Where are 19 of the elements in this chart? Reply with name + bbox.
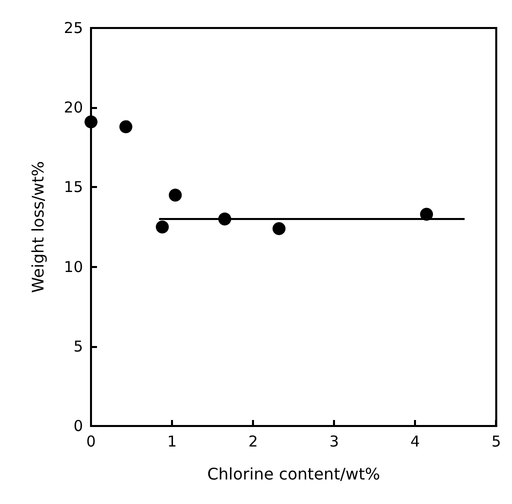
x-tick-label: 5 bbox=[491, 432, 501, 450]
point bbox=[119, 120, 132, 134]
x-tick-label: 3 bbox=[329, 432, 339, 450]
x-tick-label: 4 bbox=[410, 432, 420, 450]
y-tick-label: 20 bbox=[64, 98, 83, 117]
y-tick-label: 10 bbox=[64, 258, 83, 276]
x-tick-label: 0 bbox=[86, 432, 96, 450]
point bbox=[168, 188, 182, 202]
point bbox=[156, 220, 169, 234]
point bbox=[84, 115, 98, 128]
x-tick-label: 1 bbox=[167, 432, 177, 450]
y-axis-title: Weight loss/wt% bbox=[28, 161, 48, 293]
y-tick-label: 25 bbox=[64, 19, 83, 37]
y-tick-label: 5 bbox=[73, 337, 83, 356]
y-tick-label: 0 bbox=[73, 417, 83, 435]
point bbox=[272, 222, 286, 236]
x-axis-title: Chlorine content/wt% bbox=[207, 464, 380, 484]
x-tick-label: 2 bbox=[248, 432, 258, 450]
y-tick-label: 15 bbox=[64, 178, 83, 196]
